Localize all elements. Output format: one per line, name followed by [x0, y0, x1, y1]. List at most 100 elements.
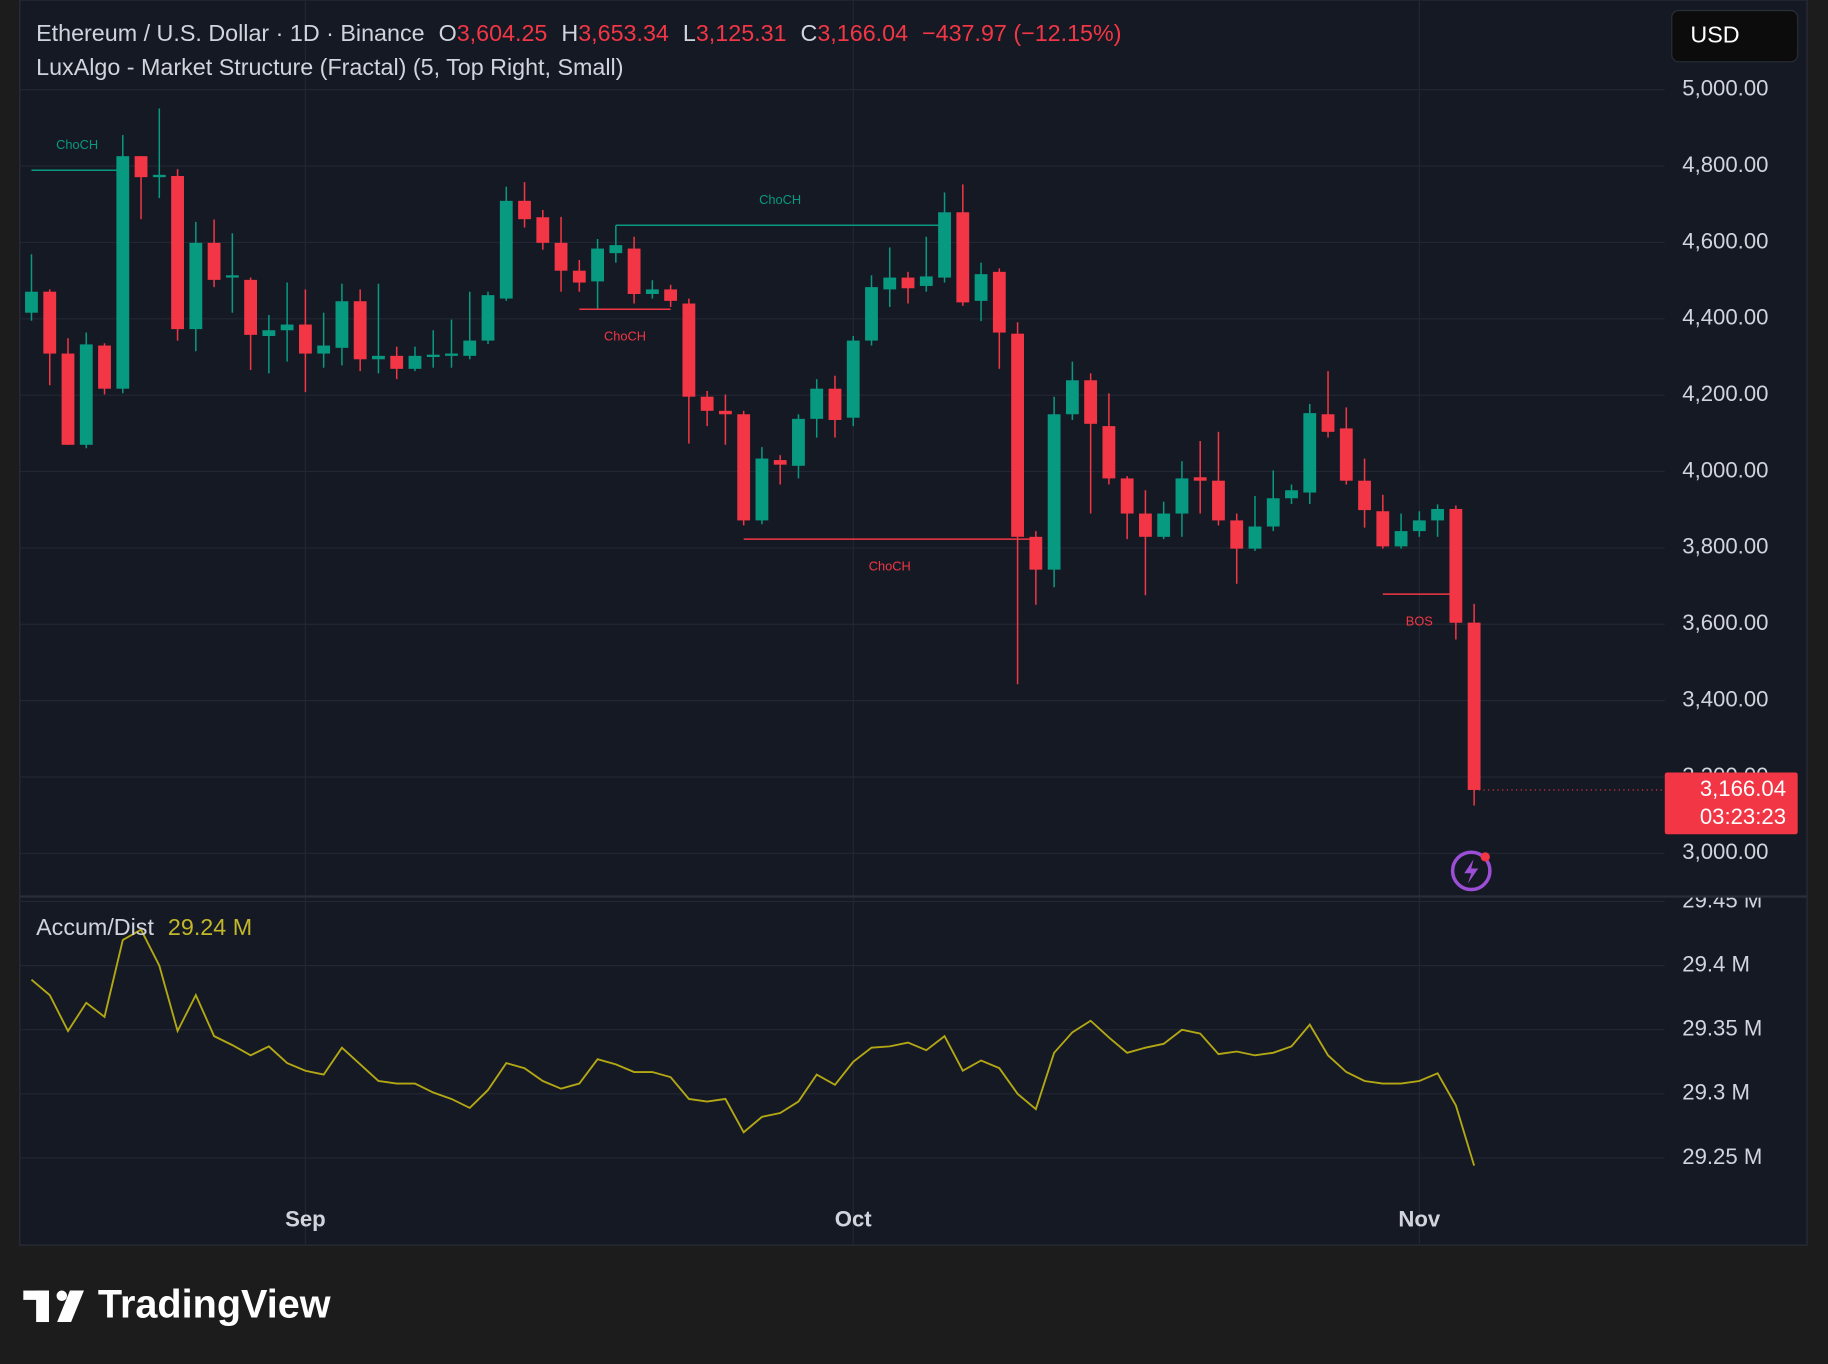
- candle-body: [298, 324, 312, 354]
- candle-body: [1376, 511, 1390, 547]
- candle-body: [463, 340, 477, 356]
- candle-body: [390, 355, 404, 369]
- candle-body: [116, 156, 130, 389]
- candle-body: [645, 289, 659, 294]
- candle-body: [1412, 520, 1426, 532]
- candle-body: [481, 295, 495, 341]
- candle-body: [865, 287, 878, 341]
- logo-part: [56, 1290, 68, 1302]
- candle-body: [1339, 428, 1353, 481]
- symbol: Ethereum / U.S. Dollar · 1D · Binance: [36, 20, 424, 46]
- brand-name: TradingView: [98, 1282, 331, 1326]
- y-tick-label: 29.25 M: [1682, 1144, 1762, 1169]
- candle-body: [1248, 526, 1262, 549]
- ohlc-value: 3,125.31: [696, 20, 787, 46]
- currency-label[interactable]: USD: [1690, 21, 1739, 47]
- candle-body: [244, 279, 258, 335]
- candle-body: [1047, 414, 1061, 570]
- candle-body: [1139, 513, 1152, 537]
- candle-body: [700, 396, 714, 411]
- candle-body: [1230, 520, 1244, 549]
- y-tick-label: 29.35 M: [1682, 1016, 1762, 1041]
- candle-body: [773, 460, 787, 465]
- icon-ring: [1450, 850, 1492, 892]
- legend-value: 29.24 M: [168, 914, 252, 940]
- structure-label: ChoCH: [604, 329, 646, 344]
- candle-body: [755, 458, 769, 521]
- candle-body: [152, 174, 166, 178]
- candle-body: [1011, 333, 1025, 537]
- candle-body: [664, 289, 678, 301]
- candle-body: [372, 355, 385, 360]
- candle-body: [171, 176, 184, 330]
- candle-body: [737, 414, 751, 521]
- ohlc-value: 3,604.25: [457, 20, 548, 46]
- candle-body: [1084, 380, 1098, 424]
- candle-body: [1467, 622, 1481, 790]
- candle-body: [718, 410, 732, 415]
- candle-body: [189, 242, 203, 330]
- ohlc-key: H: [561, 20, 578, 46]
- candle-body: [25, 291, 38, 313]
- candle-body: [992, 271, 1006, 333]
- candle-body: [901, 277, 915, 289]
- candle-body: [1212, 480, 1225, 521]
- candle-body: [1157, 513, 1171, 537]
- candle-body: [1321, 414, 1335, 432]
- candle-body: [426, 354, 440, 357]
- candle-body: [499, 200, 513, 299]
- price-pane: ChoCH ChoCH ChoCH ChoCH BOS: [25, 108, 1481, 806]
- candle-body: [572, 270, 586, 283]
- candle-body: [1431, 508, 1445, 521]
- candle-body: [1193, 477, 1207, 481]
- grid: [19, 0, 1665, 1246]
- candle-body: [1303, 413, 1317, 493]
- candle-body: [883, 277, 897, 290]
- ohlc-value: 3,166.04: [817, 20, 908, 46]
- brand-logo: TradingView: [23, 1282, 331, 1326]
- candle-body: [938, 212, 951, 278]
- assistant-icon[interactable]: [1450, 850, 1492, 892]
- candle-body: [591, 248, 604, 282]
- candle-body: [43, 291, 57, 354]
- candle-body: [408, 355, 422, 369]
- ohlc-value: 3,653.34: [578, 20, 669, 46]
- indicator-title[interactable]: LuxAlgo - Market Structure (Fractal) (5,…: [36, 54, 623, 80]
- y-tick-label: 29.45 M: [1682, 887, 1762, 912]
- candle-body: [1102, 426, 1116, 479]
- candle-body: [225, 275, 239, 278]
- y-tick-label: 4,400.00: [1682, 305, 1768, 330]
- candle-body: [810, 388, 824, 419]
- candle-body: [317, 345, 331, 354]
- candle-body: [1285, 490, 1298, 499]
- icon-dot: [1480, 852, 1490, 862]
- x-tick-label: Sep: [285, 1206, 326, 1231]
- header-line: Ethereum / U.S. Dollar · 1D · Binance O3,…: [36, 20, 1121, 46]
- ohlc-key: O: [439, 20, 457, 46]
- currency-button[interactable]: [1671, 9, 1799, 63]
- candle-body: [1120, 478, 1134, 514]
- indicator-line: [30, 928, 1476, 1166]
- candle-body: [445, 353, 458, 356]
- chart-area: [19, 0, 1808, 1246]
- legend-name[interactable]: Accum/Dist: [36, 914, 154, 940]
- y-tick-label: 4,000.00: [1682, 457, 1768, 482]
- candle-body: [353, 301, 367, 360]
- price-tag: [1664, 772, 1798, 835]
- structure-label: ChoCH: [56, 137, 98, 152]
- candle-body: [61, 353, 75, 445]
- y-tick-label: 3,800.00: [1682, 534, 1768, 559]
- candle-body: [846, 340, 860, 418]
- x-tick-label: Oct: [835, 1206, 873, 1231]
- candle-body: [1394, 531, 1408, 547]
- ohlc-key: C: [801, 20, 818, 46]
- indicator-pane: [30, 928, 1476, 1166]
- y-tick-label: 3,000.00: [1682, 839, 1768, 864]
- y-tick-label: 3,400.00: [1682, 686, 1768, 711]
- change: −437.97 (−12.15%): [922, 20, 1121, 46]
- candle-body: [207, 242, 221, 280]
- candle-body: [1029, 536, 1043, 570]
- y-tick-label: 4,200.00: [1682, 381, 1768, 406]
